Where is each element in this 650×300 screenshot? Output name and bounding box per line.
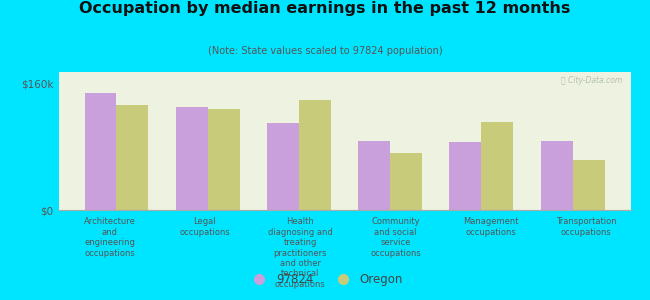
Bar (573, 160, 604, 210)
Bar (541, 141, 573, 210)
Text: Community
and social
service
occupations: Community and social service occupations (370, 218, 421, 258)
Text: Architecture
and
engineering
occupations: Architecture and engineering occupations (84, 218, 135, 258)
Text: Ⓡ City-Data.com: Ⓡ City-Data.com (561, 76, 622, 85)
Bar (299, 100, 331, 210)
Legend: 97824, Oregon: 97824, Oregon (242, 269, 408, 291)
Text: Legal
occupations: Legal occupations (179, 218, 230, 237)
Bar (84, 93, 116, 210)
Bar (116, 105, 148, 210)
Text: Transportation
occupations: Transportation occupations (556, 218, 616, 237)
Text: Health
diagnosing and
treating
practitioners
and other
technical
occupations: Health diagnosing and treating practitio… (268, 218, 333, 289)
Bar (390, 153, 422, 210)
Bar (482, 122, 514, 210)
Text: (Note: State values scaled to 97824 population): (Note: State values scaled to 97824 popu… (208, 46, 442, 56)
Bar (358, 141, 390, 210)
Bar (207, 109, 240, 210)
Text: Occupation by median earnings in the past 12 months: Occupation by median earnings in the pas… (79, 2, 571, 16)
Text: Management
occupations: Management occupations (463, 218, 519, 237)
Bar (267, 123, 299, 210)
Bar (176, 107, 207, 210)
Bar (449, 142, 482, 210)
